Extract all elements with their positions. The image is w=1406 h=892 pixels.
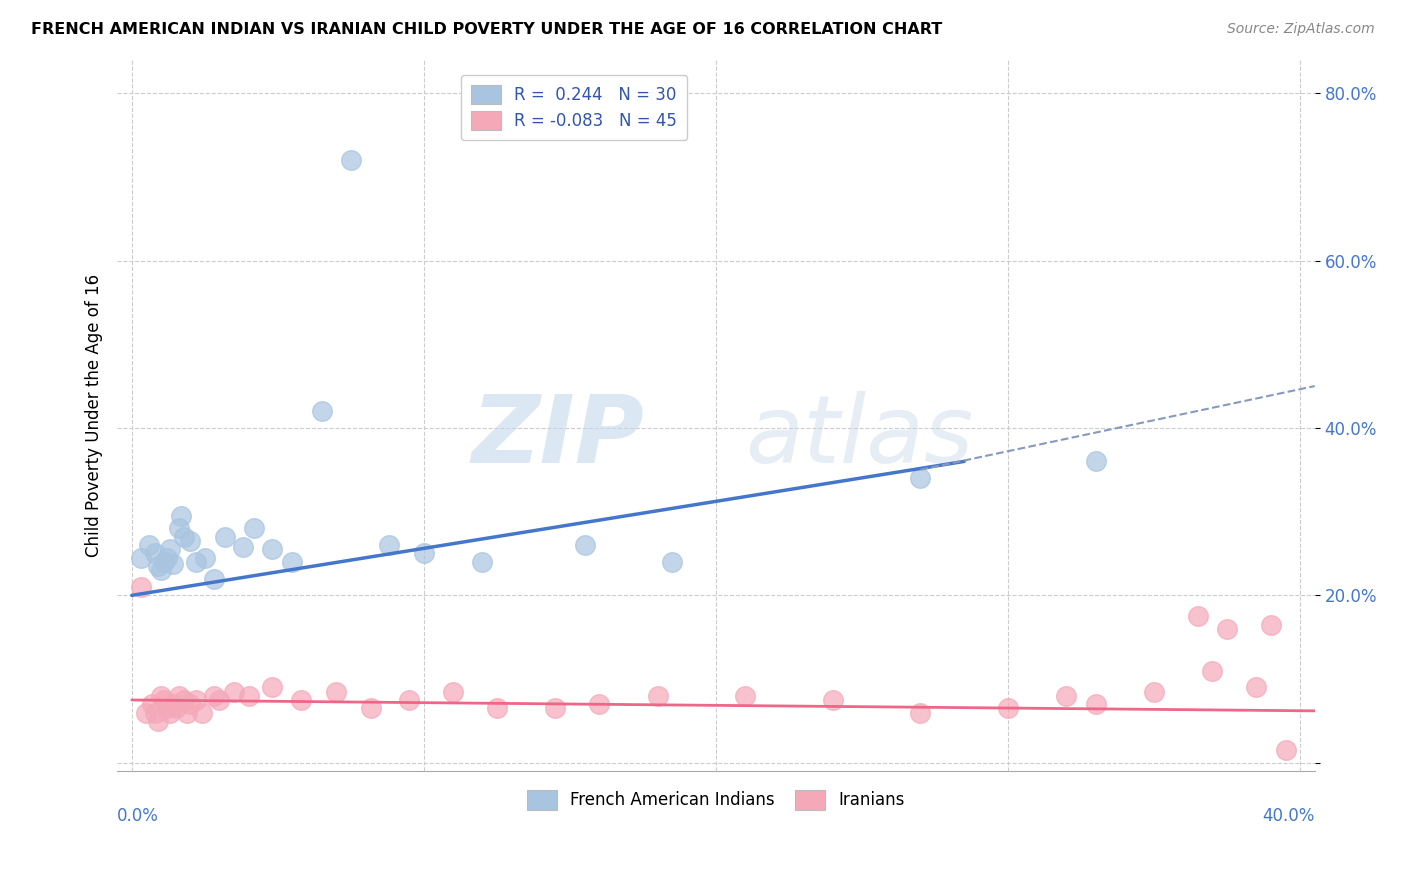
Point xyxy=(176,706,198,720)
Point xyxy=(1246,681,1268,695)
Point xyxy=(325,684,347,698)
Point xyxy=(146,559,169,574)
Point xyxy=(398,693,420,707)
Point xyxy=(150,563,173,577)
Point xyxy=(281,555,304,569)
Point xyxy=(290,693,312,707)
Text: atlas: atlas xyxy=(745,392,974,483)
Point xyxy=(184,693,207,707)
Point xyxy=(170,508,193,523)
Point xyxy=(260,681,283,695)
Point xyxy=(1054,689,1077,703)
Point xyxy=(232,540,254,554)
Point xyxy=(159,542,181,557)
Point xyxy=(412,547,434,561)
Point xyxy=(441,684,464,698)
Point xyxy=(150,689,173,703)
Point xyxy=(910,471,932,485)
Point xyxy=(997,701,1019,715)
Point xyxy=(141,697,163,711)
Point xyxy=(471,555,494,569)
Point xyxy=(156,701,179,715)
Point xyxy=(360,701,382,715)
Legend: French American Indians, Iranians: French American Indians, Iranians xyxy=(520,783,911,816)
Point xyxy=(1084,454,1107,468)
Point xyxy=(153,693,176,707)
Point xyxy=(1274,743,1296,757)
Point xyxy=(574,538,596,552)
Point xyxy=(179,697,201,711)
Point xyxy=(202,689,225,703)
Point xyxy=(156,550,179,565)
Point xyxy=(162,697,184,711)
Point xyxy=(243,521,266,535)
Text: Source: ZipAtlas.com: Source: ZipAtlas.com xyxy=(1227,22,1375,37)
Y-axis label: Child Poverty Under the Age of 16: Child Poverty Under the Age of 16 xyxy=(86,274,103,557)
Point xyxy=(179,533,201,548)
Point xyxy=(1143,684,1166,698)
Point xyxy=(378,538,401,552)
Text: FRENCH AMERICAN INDIAN VS IRANIAN CHILD POVERTY UNDER THE AGE OF 16 CORRELATION : FRENCH AMERICAN INDIAN VS IRANIAN CHILD … xyxy=(31,22,942,37)
Point xyxy=(159,706,181,720)
Point xyxy=(1084,697,1107,711)
Point xyxy=(1333,747,1355,762)
Point xyxy=(129,580,152,594)
Point xyxy=(129,550,152,565)
Point xyxy=(222,684,245,698)
Point xyxy=(184,555,207,569)
Point xyxy=(138,538,160,552)
Point xyxy=(485,701,508,715)
Point xyxy=(238,689,260,703)
Text: ZIP: ZIP xyxy=(471,391,644,483)
Point xyxy=(1216,622,1239,636)
Point xyxy=(167,521,190,535)
Point xyxy=(588,697,610,711)
Point xyxy=(173,530,195,544)
Point xyxy=(143,547,166,561)
Point xyxy=(734,689,756,703)
Point xyxy=(1201,664,1223,678)
Point xyxy=(173,693,195,707)
Point xyxy=(146,714,169,728)
Point xyxy=(910,706,932,720)
Point xyxy=(647,689,669,703)
Point xyxy=(208,693,231,707)
Point xyxy=(165,701,187,715)
Point xyxy=(135,706,157,720)
Point xyxy=(260,542,283,557)
Point xyxy=(214,530,236,544)
Point xyxy=(153,555,176,569)
Point xyxy=(202,572,225,586)
Point xyxy=(544,701,567,715)
Point xyxy=(191,706,214,720)
Text: 0.0%: 0.0% xyxy=(117,806,159,825)
Point xyxy=(143,706,166,720)
Point xyxy=(661,555,683,569)
Point xyxy=(162,557,184,571)
Point xyxy=(1187,609,1209,624)
Point xyxy=(167,689,190,703)
Text: 40.0%: 40.0% xyxy=(1263,806,1315,825)
Point xyxy=(1260,617,1282,632)
Point xyxy=(821,693,844,707)
Point xyxy=(194,550,217,565)
Point xyxy=(340,153,363,167)
Point xyxy=(311,404,333,418)
